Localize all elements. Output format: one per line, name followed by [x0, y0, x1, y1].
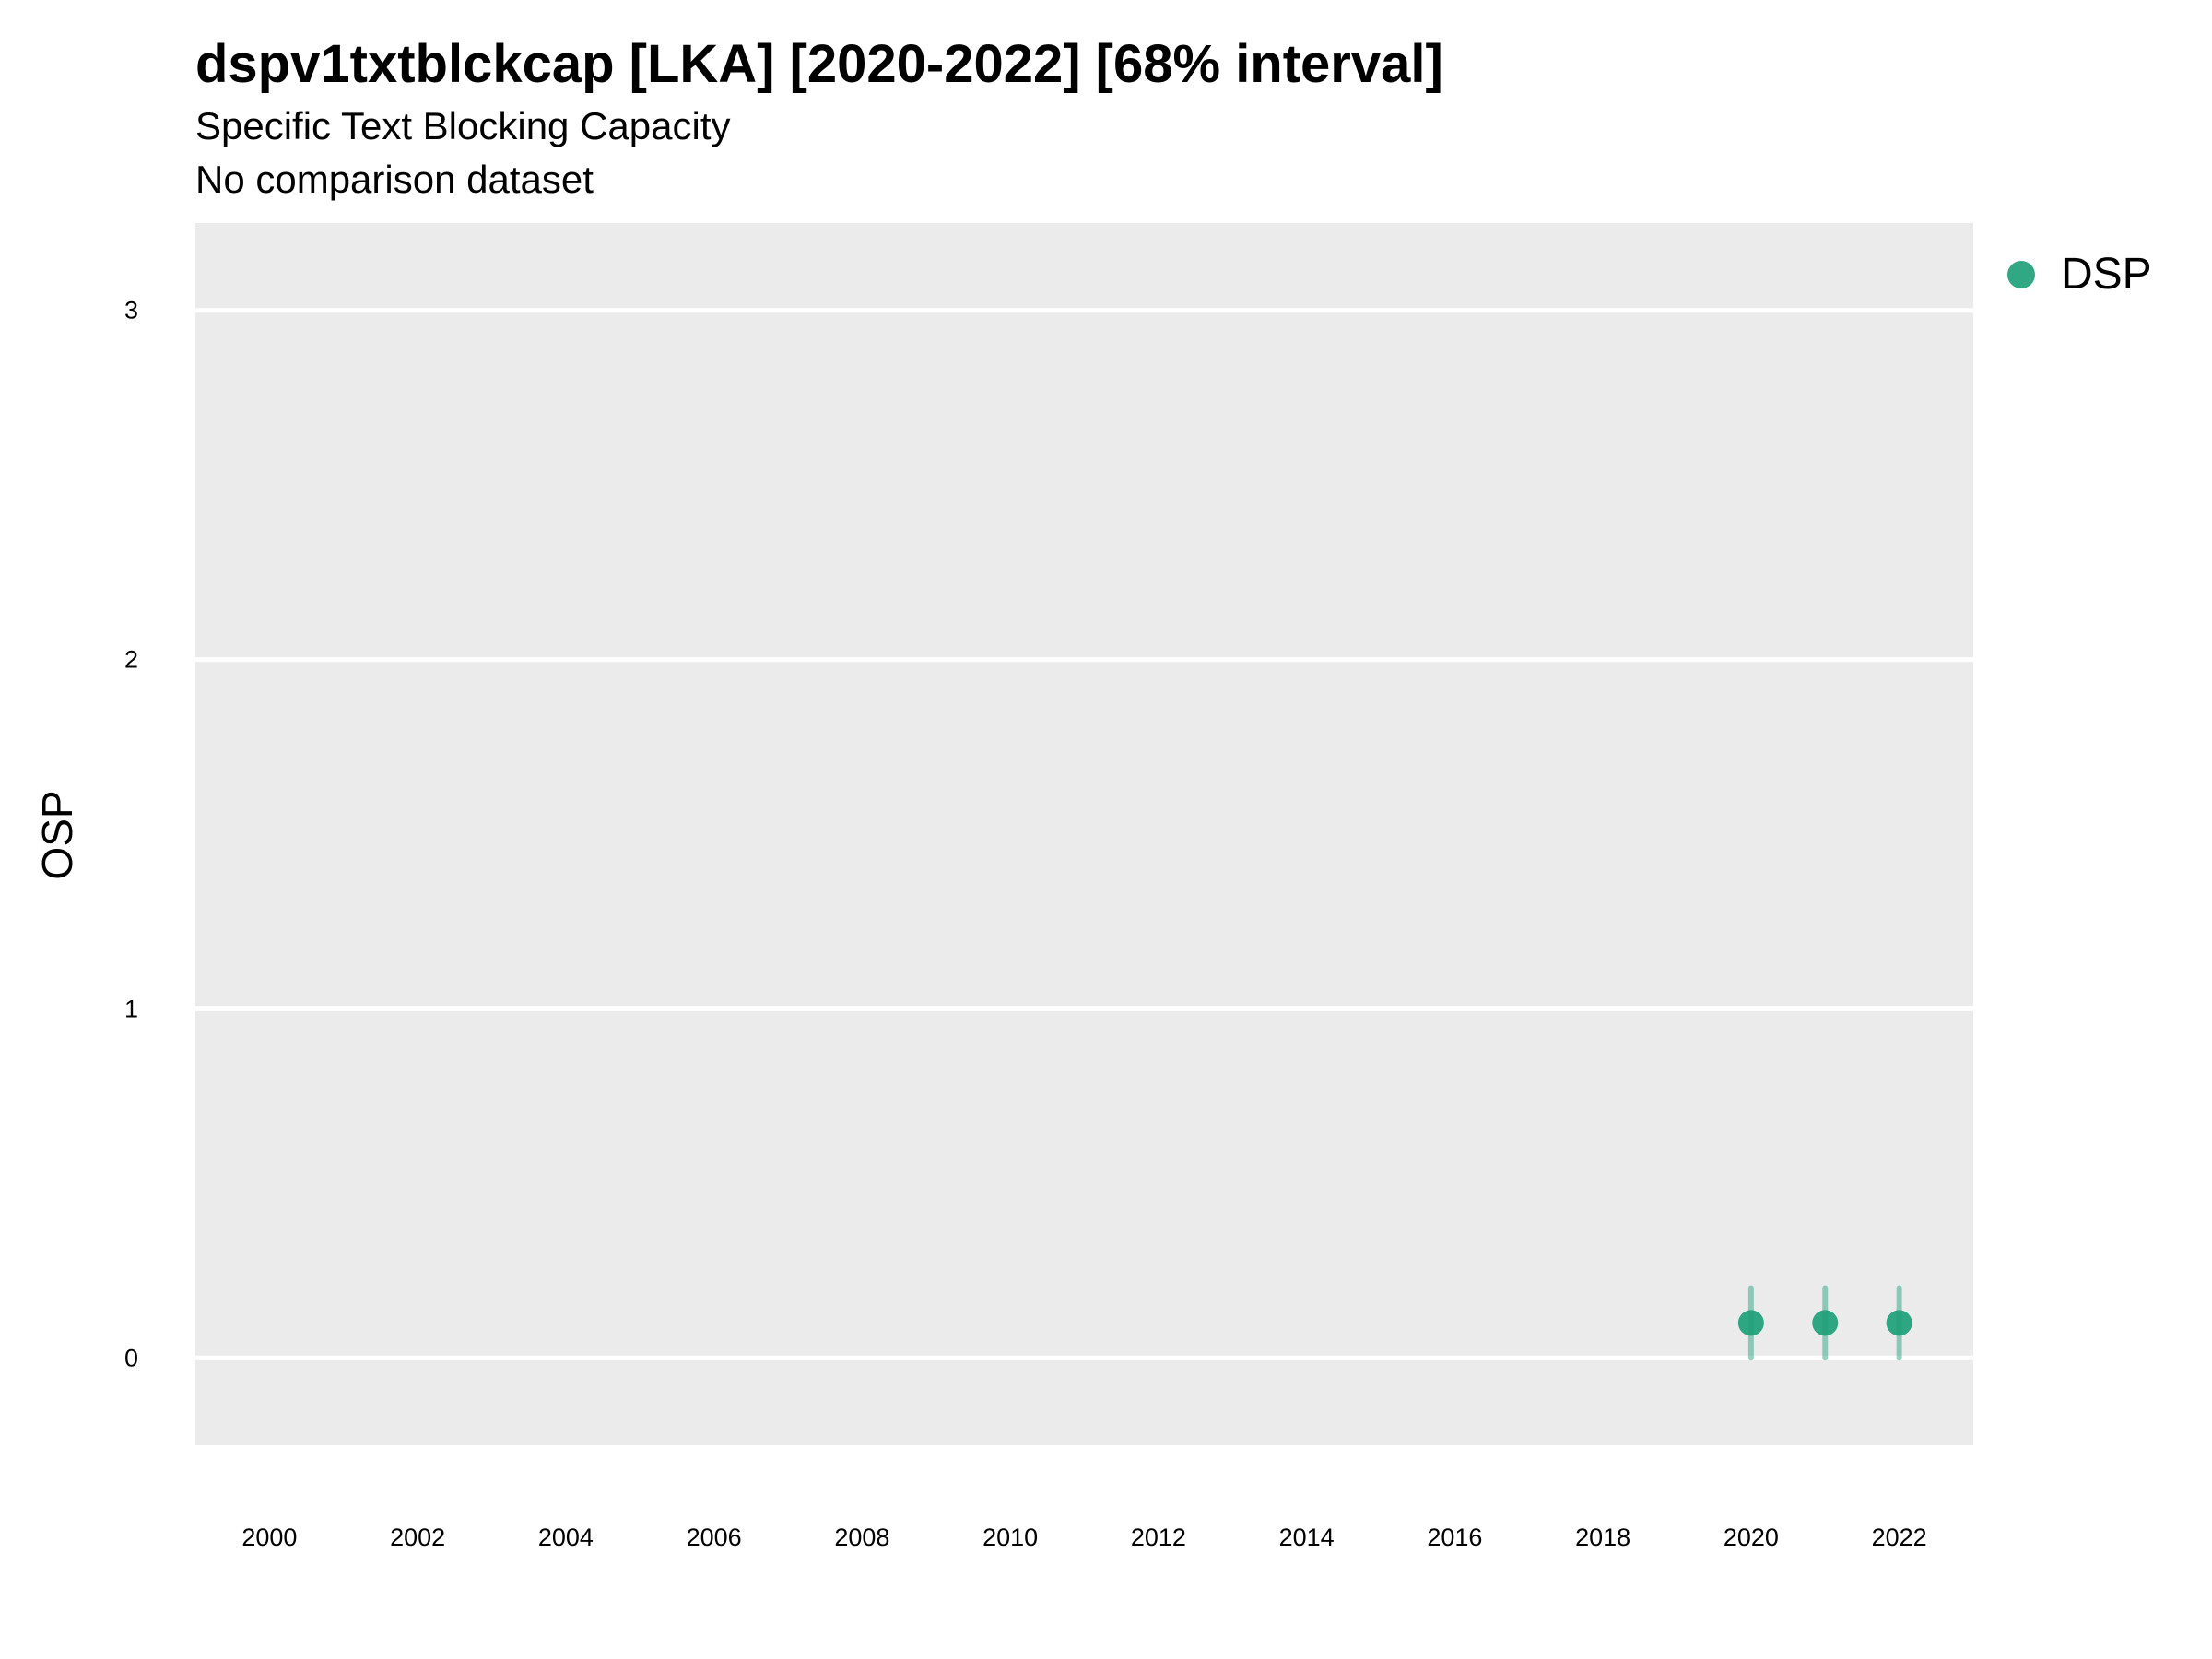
legend-key-dsp: [2007, 260, 2035, 288]
chart-subtitle: Specific Text Blocking Capacity: [195, 104, 731, 147]
x-tick-label: 2010: [982, 1524, 1038, 1551]
data-point: [1886, 1310, 1912, 1336]
x-axis-ticks: 2000 2002 2004 2006 2008 2010 2012 2014 2016 2018…: [241, 1524, 1926, 1551]
data-point: [1812, 1310, 1839, 1336]
x-tick-label: 2012: [1131, 1524, 1186, 1551]
y-tick-label: 1: [124, 994, 138, 1022]
x-tick-label: 2008: [834, 1524, 889, 1551]
legend-label-dsp: DSP: [2061, 250, 2152, 299]
data-point: [1737, 1310, 1764, 1336]
y-tick-label: 3: [124, 297, 138, 324]
legend: DSP: [2007, 249, 2152, 300]
x-tick-label: 2000: [241, 1524, 297, 1551]
chart-title: dspv1txtblckcap [LKA] [2020-2022] [68% i…: [195, 34, 1443, 94]
y-axis-ticks: 0 1 2 3: [124, 297, 138, 1372]
y-tick-label: 0: [124, 1344, 138, 1371]
grid-lines: [195, 308, 1973, 1360]
plot-panel: [195, 223, 1973, 1445]
x-tick-label: 2004: [538, 1524, 594, 1551]
x-tick-label: 2016: [1427, 1524, 1482, 1551]
x-tick-label: 2018: [1575, 1524, 1630, 1551]
x-tick-label: 2006: [687, 1524, 742, 1551]
x-tick-label: 2022: [1872, 1524, 1927, 1551]
data-marks: [1737, 1285, 1912, 1361]
x-tick-label: 2014: [1279, 1524, 1335, 1551]
x-tick-label: 2002: [390, 1524, 445, 1551]
y-tick-label: 2: [124, 646, 138, 674]
x-tick-label: 2020: [1724, 1524, 1779, 1551]
chart-subtitle-comparison: No comparison dataset: [195, 158, 594, 201]
